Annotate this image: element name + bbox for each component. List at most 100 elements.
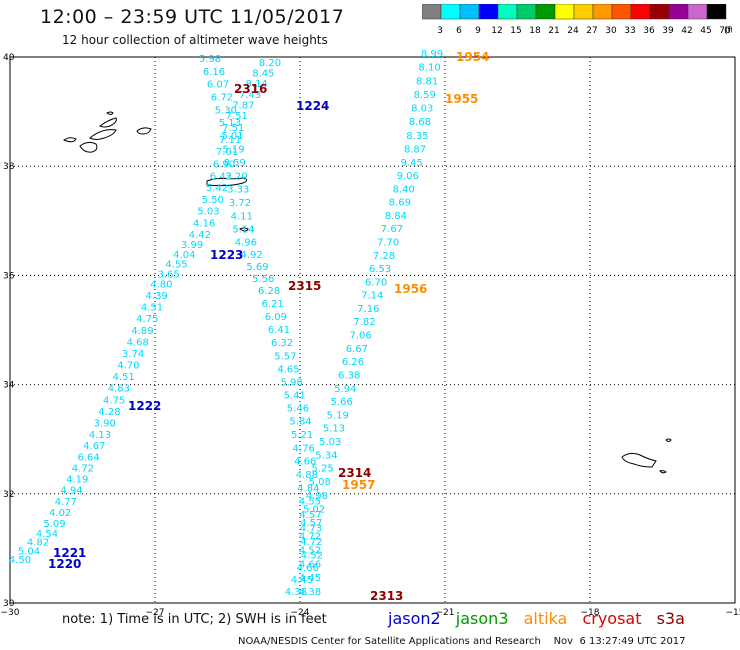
swh-value: 6.42 bbox=[210, 171, 232, 182]
swh-value: 5.34 bbox=[315, 450, 337, 461]
swh-value: 7.11 bbox=[219, 135, 241, 146]
swh-value: 4.96 bbox=[235, 238, 257, 249]
swh-value: 5.02 bbox=[303, 504, 325, 515]
swh-value: 8.99 bbox=[421, 49, 443, 60]
swh-value: 4.66 bbox=[297, 563, 319, 574]
island-outline bbox=[62, 137, 77, 143]
credit-line: NOAA/NESDIS Center for Satellite Applica… bbox=[238, 636, 686, 647]
swh-value: 8.03 bbox=[411, 104, 433, 115]
scale-label: 30 bbox=[605, 26, 617, 36]
swh-value: 3.99 bbox=[181, 240, 203, 251]
swh-value: 8.59 bbox=[224, 158, 246, 169]
pass-label: 1955 bbox=[445, 92, 478, 106]
island-outline bbox=[99, 117, 117, 128]
scale-label: (ft) bbox=[724, 26, 732, 36]
swh-value: 5.30 bbox=[215, 105, 237, 116]
swh-value: 4.80 bbox=[150, 279, 172, 290]
pass-label: 2313 bbox=[370, 589, 403, 603]
x-tick-label: −24 bbox=[291, 608, 310, 618]
swh-value: 4.72 bbox=[300, 537, 322, 548]
legend-altika: altika bbox=[523, 609, 568, 628]
swh-value: 4.54 bbox=[36, 529, 58, 540]
legend-jason3: jason3 bbox=[455, 609, 509, 628]
pass-label: 1224 bbox=[296, 99, 329, 113]
pass-label: 1221 bbox=[53, 546, 86, 560]
swh-value: 7.87 bbox=[232, 100, 254, 111]
swh-value: 4.66 bbox=[299, 559, 321, 570]
swh-value: 5.09 bbox=[43, 519, 65, 530]
scale-label: 24 bbox=[567, 26, 579, 36]
island-outline bbox=[79, 141, 98, 153]
y-tick-label: 34 bbox=[3, 381, 15, 391]
swh-value: 5.03 bbox=[319, 437, 341, 448]
swh-value: 5.13 bbox=[219, 118, 241, 129]
swh-value: 8.59 bbox=[414, 90, 436, 101]
swh-value: 5.19 bbox=[327, 410, 349, 421]
island-outline bbox=[621, 452, 657, 468]
swh-value: 8.68 bbox=[409, 117, 431, 128]
map-subtitle: 12 hour collection of altimeter wave hei… bbox=[62, 33, 328, 47]
swh-value: 4.52 bbox=[299, 545, 321, 556]
swh-value: 4.51 bbox=[112, 372, 134, 383]
swh-value: 7.28 bbox=[373, 251, 395, 262]
x-tick-label: −21 bbox=[436, 608, 455, 618]
map-frame bbox=[9, 56, 736, 604]
swh-value: 4.94 bbox=[60, 486, 82, 497]
swh-value: 4.84 bbox=[297, 483, 319, 494]
swh-value: 4.76 bbox=[293, 443, 315, 454]
swh-value: 3.90 bbox=[94, 418, 116, 429]
x-tick-label: −27 bbox=[146, 608, 165, 618]
island-outline bbox=[665, 438, 672, 442]
swh-value: 5.98 bbox=[280, 377, 302, 388]
swh-value: 4.50 bbox=[9, 555, 31, 566]
swh-value: 5.42 bbox=[206, 183, 228, 194]
scale-label: 6 bbox=[456, 26, 462, 36]
swh-value: 4.52 bbox=[301, 550, 323, 561]
pass-label: 1956 bbox=[394, 282, 427, 296]
legend-jason2: jason2 bbox=[388, 609, 441, 628]
swh-value: 4.38 bbox=[285, 587, 307, 598]
swh-value: 4.04 bbox=[173, 250, 195, 261]
landmasses bbox=[62, 111, 672, 474]
y-tick-label: 36 bbox=[3, 271, 15, 281]
island-outline bbox=[239, 227, 249, 232]
swh-value: 4.68 bbox=[127, 337, 149, 348]
swh-value: 5.19 bbox=[222, 145, 244, 156]
swh-value: 4.77 bbox=[55, 497, 77, 508]
swh-value: 4.57 bbox=[300, 518, 322, 529]
swh-value: 7.82 bbox=[353, 317, 375, 328]
scale-label: 27 bbox=[586, 26, 597, 36]
swh-value: 5.04 bbox=[18, 546, 40, 557]
island-outline bbox=[206, 177, 248, 187]
scale-swatch bbox=[706, 3, 727, 20]
swh-value: 5.03 bbox=[197, 207, 219, 218]
swh-value: 4.51 bbox=[141, 303, 163, 314]
swh-value: 4.98 bbox=[306, 491, 328, 502]
pass-label: 2316 bbox=[234, 82, 267, 96]
swh-value: 4.75 bbox=[136, 314, 158, 325]
swh-value: 4.70 bbox=[117, 361, 139, 372]
pass-label: 1957 bbox=[342, 478, 375, 492]
swh-value: 8.87 bbox=[404, 144, 426, 155]
swh-value: 5.13 bbox=[323, 424, 345, 435]
x-tick-label: −30 bbox=[1, 608, 20, 618]
swh-value: 5.69 bbox=[246, 262, 268, 273]
scale-label: 21 bbox=[548, 26, 559, 36]
swh-value: 4.55 bbox=[165, 260, 187, 271]
swh-value: 7.14 bbox=[361, 291, 383, 302]
scale-label: 3 bbox=[437, 26, 443, 36]
swh-value: 5.14 bbox=[232, 225, 254, 236]
swh-value: 4.73 bbox=[300, 524, 322, 535]
map-title: 12:00 – 23:59 UTC 11/05/2017 bbox=[40, 6, 345, 28]
swh-value: 6.16 bbox=[203, 67, 225, 78]
swh-value: 5.94 bbox=[334, 384, 356, 395]
swh-value: 8.84 bbox=[385, 211, 407, 222]
scale-label: 15 bbox=[510, 26, 521, 36]
swh-value: 8.40 bbox=[393, 184, 415, 195]
pass-label: 1222 bbox=[128, 399, 161, 413]
y-tick-label: 38 bbox=[3, 162, 15, 172]
swh-value: 6.72 bbox=[211, 92, 233, 103]
swh-value: 4.92 bbox=[241, 250, 263, 261]
